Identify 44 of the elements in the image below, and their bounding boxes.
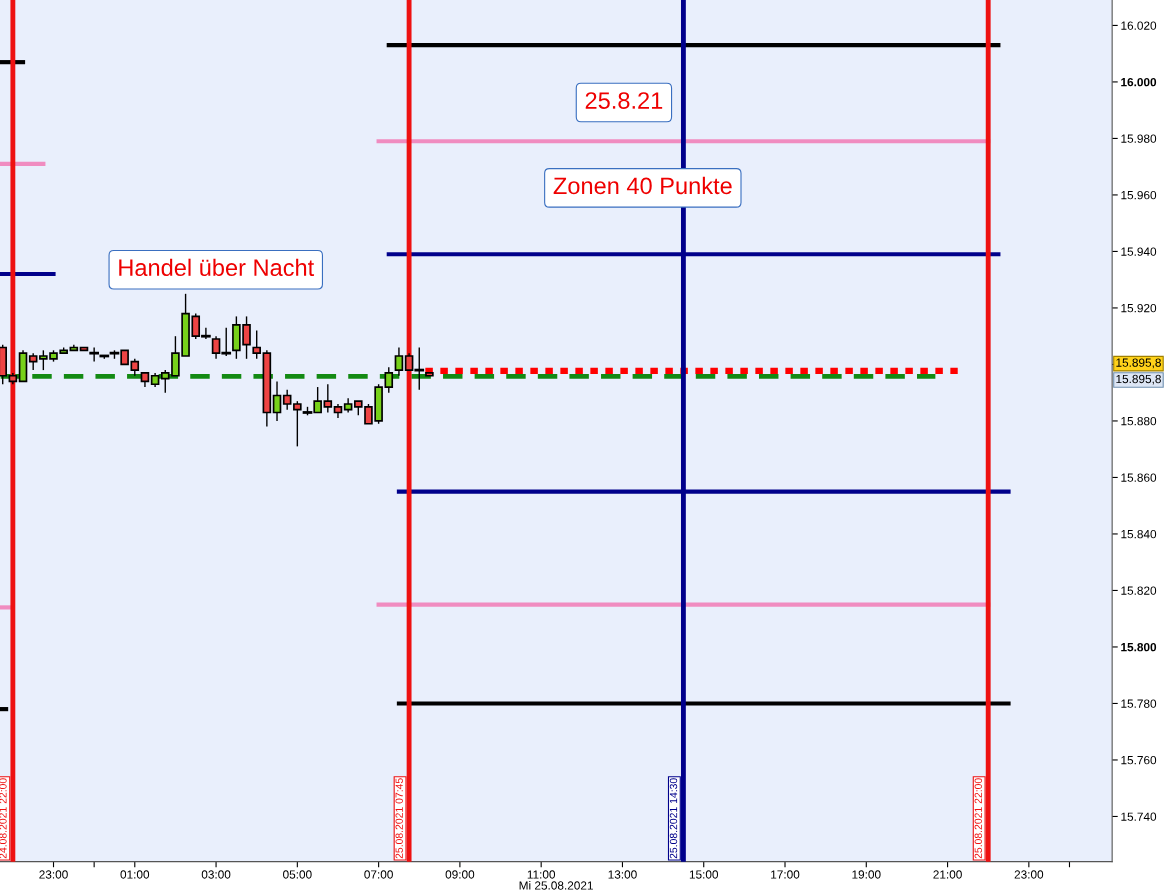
ref-line-label: 24.08.2021 22:00 (0, 778, 7, 859)
x-tick-label: 01:00 (120, 870, 150, 879)
y-tick-label: 15.920 (1121, 303, 1157, 313)
x-tick-label: 11:00 (527, 870, 556, 879)
candlestick (293, 400, 302, 448)
x-tick-label: 15:00 (689, 870, 719, 879)
annotation: 25.8.21 (585, 92, 663, 109)
y-tick-label: 15.960 (1121, 190, 1157, 200)
x-tick-label: 05:00 (283, 870, 312, 879)
x-tick-label: 17:00 (771, 870, 800, 879)
ref-line-label: 25.08.2021 07:45 (395, 778, 403, 859)
text: 15.895,8 (1116, 374, 1161, 385)
annotation: Zonen 40 Punkte (553, 176, 732, 195)
candlestick (394, 346, 404, 377)
y-tick-label: 15.780 (1121, 699, 1157, 708)
candlestick (89, 346, 99, 363)
y-tick-label: 15.880 (1121, 416, 1157, 426)
y-tick-label: 15.740 (1121, 812, 1157, 821)
x-axis-title: Mi 25.08.2021 (519, 881, 593, 890)
x-tick-label: 03:00 (201, 870, 231, 879)
y-tick-label: 15.840 (1121, 529, 1157, 539)
text: 15.895,8 (1116, 358, 1161, 369)
candlestick (272, 380, 282, 422)
x-tick-label: 23:00 (1014, 870, 1044, 879)
y-tick-label: 15.980 (1121, 134, 1157, 143)
candlestick (282, 389, 292, 411)
annotation: Handel über Nacht (119, 258, 315, 277)
y-tick-label: 15.800 (1121, 642, 1157, 652)
y-tick-label: 15.760 (1121, 756, 1157, 765)
y-tick-label: 16.000 (1121, 77, 1157, 87)
ref-line-label: 25.08.2021 22:00 (974, 778, 982, 859)
y-tick-label: 15.940 (1121, 247, 1157, 256)
y-tick-label: 15.860 (1121, 473, 1157, 482)
y-tick-label: 15.820 (1121, 586, 1157, 595)
x-tick-label: 09:00 (445, 870, 475, 879)
x-tick-label: 19:00 (852, 870, 881, 879)
candlestick (252, 329, 261, 360)
x-tick-label: 23:00 (39, 870, 68, 879)
x-tick-label: 07:00 (364, 870, 393, 879)
y-tick-label: 16.020 (1121, 21, 1157, 30)
x-tick-label: 13:00 (608, 870, 637, 879)
candlestick (323, 383, 333, 414)
x-tick-label: 21:00 (933, 870, 962, 879)
ref-line-label: 25.08.2021 14:30 (669, 778, 678, 859)
